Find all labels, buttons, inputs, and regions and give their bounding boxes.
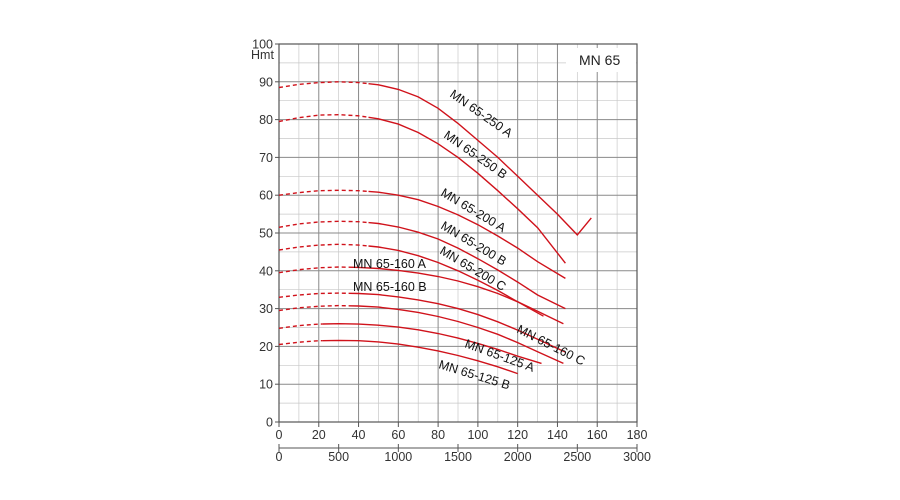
x2-tick-label: 1500 <box>444 450 472 464</box>
x-tick-label: 140 <box>547 428 568 442</box>
curve-mn-65-125-a <box>322 322 542 365</box>
x-tick-label: 40 <box>352 428 366 442</box>
grid <box>278 43 638 423</box>
curve-dashed-mn-65-200-a <box>278 189 369 196</box>
y-tick-label: 50 <box>259 227 273 241</box>
y-axis-label: Hmt <box>251 48 274 62</box>
curve-dashed-mn-65-200-b <box>278 220 369 228</box>
y-tick-label: 30 <box>259 302 273 316</box>
x2-tick-label: 2000 <box>504 450 532 464</box>
y-tick-label: 100 <box>252 38 273 52</box>
curve-mn-65-160-b <box>348 292 566 353</box>
label-mn-65-160-b: MN 65-160 B <box>353 280 427 294</box>
curve-dashed-mn-65-200-c <box>278 243 369 251</box>
x-tick-label: 160 <box>587 428 608 442</box>
chart-title: MN 65 <box>579 52 620 68</box>
curve-mn-65-125-b <box>322 339 518 375</box>
x-tick-label: 80 <box>431 428 445 442</box>
curve-mn-65-200-c <box>368 245 544 317</box>
curve-mn-65-160-a <box>348 266 564 325</box>
y-tick-label: 10 <box>259 378 273 392</box>
curve-dashed-mn-65-250-b <box>278 113 369 123</box>
y-tick-label: 90 <box>259 75 273 89</box>
curve-dashed-mn-65-160-b <box>278 292 349 298</box>
curve-dashed-mn-65-125-b <box>278 340 323 346</box>
y-tick-label: 80 <box>259 113 273 127</box>
x2-tick-label: 3000 <box>623 450 651 464</box>
y-tick-label: 0 <box>266 416 273 430</box>
y-tick-label: 70 <box>259 151 273 165</box>
x-tick-label: 100 <box>467 428 488 442</box>
curve-mn-65-250-b <box>368 116 566 264</box>
label-mn-65-160-a: MN 65-160 A <box>353 257 427 271</box>
curve-dashed-mn-65-160-c <box>278 304 349 312</box>
curve-dashed-mn-65-160-a <box>278 266 349 274</box>
y-tick-label: 40 <box>259 264 273 278</box>
curve-mn-65-200-b <box>368 221 566 310</box>
curves <box>278 81 592 375</box>
curve-mn-65-200-a <box>368 190 566 280</box>
curve-mn-65-160-c <box>348 305 564 365</box>
x2-tick-label: 1000 <box>384 450 412 464</box>
title-box <box>566 48 636 72</box>
curve-mn-65-250-a <box>368 83 592 236</box>
x-tick-label: 0 <box>276 428 283 442</box>
x2-tick-label: 2500 <box>563 450 591 464</box>
x2-tick-label: 500 <box>328 450 349 464</box>
x2-tick-label: 0 <box>276 450 283 464</box>
curve-dashed-mn-65-125-a <box>278 323 323 329</box>
y-tick-label: 60 <box>259 189 273 203</box>
y-tick-label: 20 <box>259 340 273 354</box>
curve-dashed-mn-65-250-a <box>278 81 369 89</box>
x-tick-label: 20 <box>312 428 326 442</box>
x-tick-label: 60 <box>391 428 405 442</box>
x-tick-label: 180 <box>627 428 648 442</box>
x-tick-label: 120 <box>507 428 528 442</box>
